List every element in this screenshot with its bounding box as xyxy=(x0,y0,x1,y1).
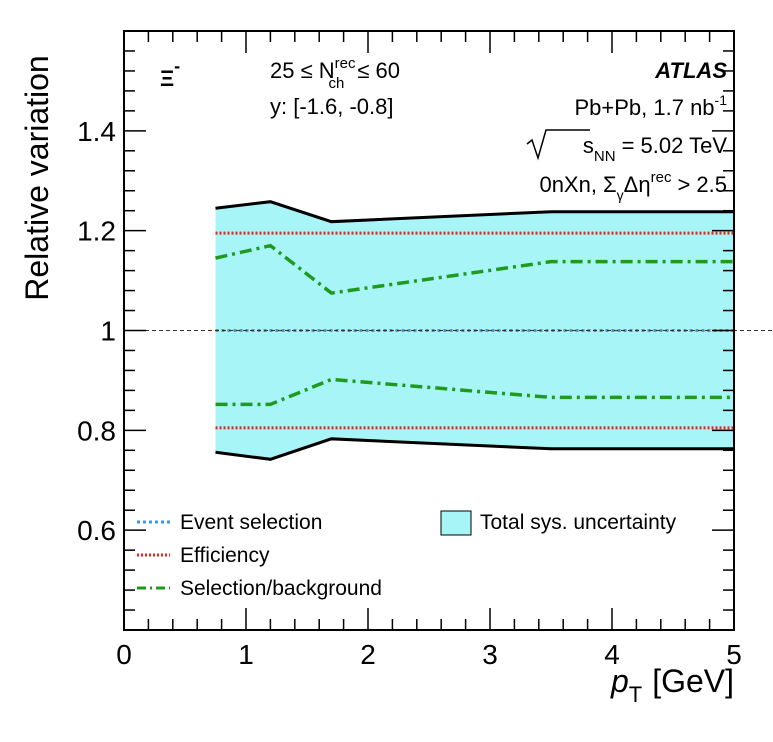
x-tick-label: 5 xyxy=(726,639,742,670)
system-annotation: Pb+Pb, 1.7 nb-1 xyxy=(574,92,727,120)
nch-prefix: 25 ≤ N xyxy=(270,58,335,83)
particle-charge: - xyxy=(174,56,180,76)
energy-sub: NN xyxy=(594,148,616,165)
experiment-label: ATLAS xyxy=(654,58,727,83)
selection-annotation: 0nXn, ΣγΔηrec > 2.5 xyxy=(539,169,727,203)
y-tick-label: 0.8 xyxy=(77,415,116,446)
x-tick-label: 0 xyxy=(116,639,132,670)
x-tick-label: 1 xyxy=(238,639,254,670)
x-tick-label: 4 xyxy=(604,639,620,670)
x-tick-label: 2 xyxy=(360,639,376,670)
x-tick-label: 3 xyxy=(482,639,498,670)
total-sys-uncertainty-upper-edge xyxy=(215,200,734,224)
x-axis-label-symbol: p xyxy=(610,663,629,699)
selection-background-upper-line xyxy=(215,243,734,295)
energy-prefix: s xyxy=(583,133,594,158)
system-prefix: Pb+Pb, 1.7 nb xyxy=(574,95,714,120)
nch-sup: rec xyxy=(335,55,356,72)
x-axis-label-unit: [GeV] xyxy=(652,663,734,699)
multiplicity-annotation: 25 ≤ Nrec ch ≤ 60 xyxy=(270,55,400,92)
selection-sub: γ xyxy=(617,187,624,203)
selection-sup: rec xyxy=(651,169,672,186)
legend: Event selection Efficiency Selection/bac… xyxy=(137,510,677,600)
x-axis-label: pT [GeV] xyxy=(610,663,734,707)
total-sys-uncertainty-lower-edge xyxy=(215,437,734,461)
selection-mid: Δη xyxy=(624,172,651,197)
energy-annotation: sNN = 5.02 TeV xyxy=(526,129,727,165)
y-axis-label: Relative variation xyxy=(19,55,55,300)
y-tick-label: 1 xyxy=(100,316,116,347)
nch-suffix: ≤ 60 xyxy=(357,58,400,83)
y-tick-label: 1.2 xyxy=(77,216,116,247)
particle-symbol: Ξ xyxy=(160,66,174,91)
x-axis-label-sub: T xyxy=(629,682,642,707)
rapidity-annotation: y: [-1.6, -0.8] xyxy=(270,94,394,119)
system-sup: -1 xyxy=(715,92,728,108)
legend-swatch-total-uncertainty xyxy=(440,510,472,536)
selection-suffix: > 2.5 xyxy=(677,172,727,197)
sqrt-sign xyxy=(526,129,590,161)
axis-tick-labels: 0 1 2 3 4 5 0.6 0.8 1 1.2 1.4 xyxy=(77,116,742,670)
energy-text: sNN = 5.02 TeV xyxy=(583,133,727,165)
y-tick-label: 0.6 xyxy=(77,515,116,546)
y-tick-label: 1.4 xyxy=(77,116,116,147)
series-lines-layer xyxy=(215,231,734,430)
nch-sub: ch xyxy=(329,75,345,92)
legend-label-selection-background: Selection/background xyxy=(180,577,382,600)
particle-label: Ξ- xyxy=(160,56,180,91)
legend-label-event-selection: Event selection xyxy=(180,511,322,534)
selection-prefix: 0nXn, Σ xyxy=(539,172,616,197)
legend-label-efficiency: Efficiency xyxy=(180,544,270,567)
legend-label-total-uncertainty: Total sys. uncertainty xyxy=(480,511,677,534)
selection-background-lower-line xyxy=(215,377,734,407)
axis-ticks xyxy=(123,30,735,631)
energy-suffix: = 5.02 TeV xyxy=(622,133,728,158)
